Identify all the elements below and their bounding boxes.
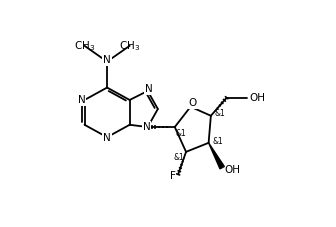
Text: OH: OH [224, 165, 240, 175]
Text: OH: OH [249, 93, 265, 103]
Text: N: N [78, 95, 86, 105]
Polygon shape [209, 143, 224, 169]
Text: &1: &1 [176, 129, 186, 138]
Text: N: N [143, 122, 151, 132]
Text: &1: &1 [213, 137, 223, 146]
Text: N: N [145, 84, 153, 94]
Text: N: N [103, 133, 111, 143]
Text: CH$_3$: CH$_3$ [119, 39, 140, 53]
Text: &1: &1 [173, 153, 184, 162]
Text: O: O [189, 98, 197, 108]
Text: F: F [170, 171, 176, 181]
Text: N: N [103, 55, 111, 65]
Text: &1: &1 [215, 109, 226, 118]
Text: CH$_3$: CH$_3$ [74, 39, 95, 53]
